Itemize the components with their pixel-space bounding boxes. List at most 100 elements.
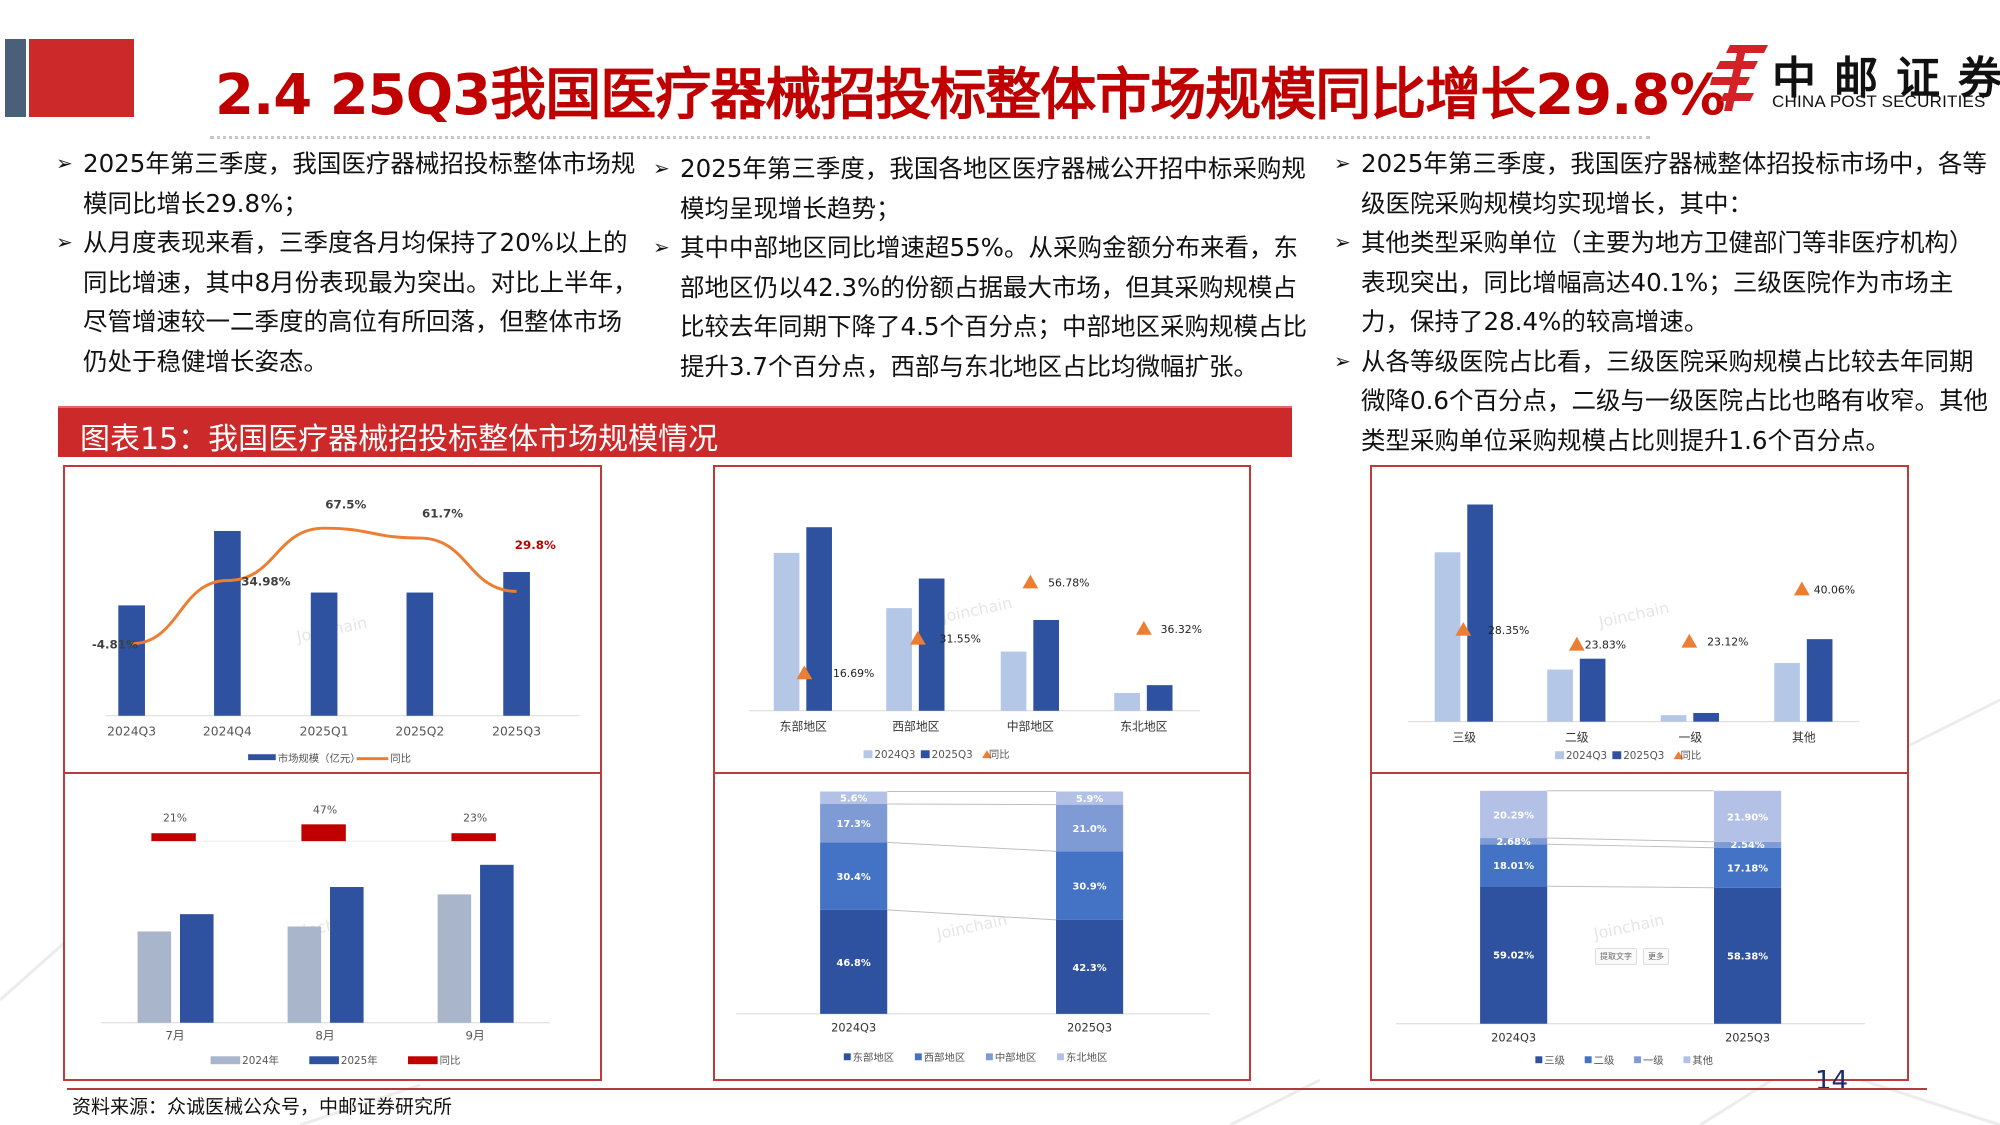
bar-2025q3: [1467, 504, 1493, 722]
bar: [406, 592, 434, 716]
stack-segment: [1480, 838, 1548, 845]
segment-label: 59.02%: [1493, 951, 1534, 962]
segment-label: 5.9%: [1076, 794, 1103, 805]
legend-label: 2024Q3: [874, 749, 915, 761]
watermark: Joinchain: [939, 593, 1014, 627]
page-title: 2.4 25Q3我国医疗器械招投标整体市场规模同比增长29.8%: [215, 63, 1725, 128]
legend-label: 2025年: [341, 1054, 378, 1067]
legend-swatch-icon: [248, 754, 276, 761]
stack-segment: [1056, 804, 1124, 852]
bar-2024q3: [1547, 669, 1573, 722]
legend-swatch-icon: [863, 750, 873, 759]
legend-label: 同比: [1680, 749, 1701, 762]
legend-label: 三级: [1544, 1055, 1565, 1067]
legend-label: 同比: [440, 1054, 461, 1067]
series-connector: [887, 841, 1057, 852]
stack-segment: [1056, 851, 1124, 920]
x-tick-label: 9月: [465, 1029, 484, 1043]
yoy-bar: [151, 833, 196, 842]
stack-segment: [820, 803, 888, 843]
legend-label: 2024年: [242, 1054, 279, 1067]
arrow-bullet-icon: ➢: [56, 230, 73, 254]
chart-quarterly-market-size: Joinchain2024Q32024Q42025Q12025Q22025Q3-…: [63, 465, 602, 774]
segment-label: 17.18%: [1727, 864, 1768, 875]
text-column-2: ➢ 2025年第三季度，我国各地区医疗器械公开招中标采购规模均呈现增长趋势； ➢ 其…: [651, 149, 1311, 386]
bullet-point: ➢ 其中中部地区同比增速超55%。从采购金额分布来看，东部地区仍以42.3%的份额…: [651, 228, 1311, 386]
data-label: 34.98%: [241, 574, 290, 588]
text-column-3: ➢ 2025年第三季度，我国医疗器械整体招投标市场中，各等级医院采购规模均实现增长…: [1332, 144, 1992, 460]
legend-swatch-icon: [1612, 751, 1622, 760]
chart-regional-size: Joinchain 东部地区 16.69% 西部地区 31.55% 中部地区 56.78% 东…: [713, 465, 1251, 774]
arrow-bullet-icon: ➢: [653, 156, 670, 180]
yoy-marker-triangle-icon: [1022, 574, 1039, 589]
x-tick-label: 2025Q2: [395, 724, 444, 738]
segment-label: 2.54%: [1730, 840, 1764, 851]
bullet-point: ➢ 从各等级医院占比看，三级医院采购规模占比较去年同期微降0.6个百分点，二级与一…: [1332, 342, 1992, 461]
stack-segment: [1714, 841, 1782, 848]
header-accent-red: [29, 39, 134, 117]
data-label: 61.7%: [422, 506, 463, 520]
segment-label: 46.8%: [837, 958, 871, 969]
legend-label: 其他: [1692, 1054, 1713, 1067]
bar-2025: [180, 914, 214, 1023]
legend-label: 2024Q3: [1566, 750, 1607, 762]
yoy-marker-triangle-icon: [1135, 620, 1152, 635]
stack-segment: [1714, 790, 1782, 842]
stack-segment: [1056, 791, 1124, 805]
data-label: 31.55%: [940, 633, 981, 646]
bar-2024q3: [773, 552, 800, 711]
segment-label: 5.6%: [840, 794, 867, 805]
watermark: Joinchain: [1591, 910, 1666, 944]
bar-2025q3: [1579, 658, 1606, 722]
bullet-point: ➢ 2025年第三季度，我国医疗器械整体招投标市场中，各等级医院采购规模均实现增长…: [1332, 144, 1992, 223]
yoy-marker-triangle-icon: [796, 665, 813, 680]
legend-swatch-icon: [843, 1053, 851, 1061]
yoy-marker-triangle-icon: [1455, 621, 1472, 636]
x-tick-label: 7月: [165, 1029, 184, 1043]
bar-2024q3: [1774, 663, 1800, 722]
bar-2024q3: [1114, 693, 1140, 711]
legend-triangle-icon: [1673, 751, 1684, 760]
yoy-bar: [451, 833, 496, 842]
logo-english-name: CHINA POST SECURITIES: [1772, 92, 1986, 111]
extract-text-button[interactable]: 提取文字: [1595, 948, 1637, 965]
x-tick-label: 2025Q3: [1067, 1021, 1112, 1035]
legend-swatch-icon: [1535, 1056, 1543, 1064]
legend-swatch-icon: [210, 1056, 241, 1065]
segment-label: 42.3%: [1072, 963, 1106, 974]
data-label: 56.78%: [1048, 576, 1089, 589]
title-divider: [210, 136, 1650, 139]
legend-triangle-icon: [982, 750, 992, 759]
bar-2025q3: [1033, 619, 1059, 711]
x-tick-label: 东部地区: [780, 720, 827, 734]
bar-2024q3: [1000, 651, 1027, 711]
data-label: 67.5%: [325, 497, 366, 511]
bar-2024: [287, 926, 322, 1023]
stack-segment: [820, 909, 888, 1014]
bar-2025q3: [1806, 639, 1833, 722]
header-accent-gray: [5, 39, 26, 117]
x-tick-label: 2024Q4: [203, 724, 252, 738]
data-label: 23.12%: [1707, 636, 1748, 649]
text-extract-popup: 提取文字 更多: [1595, 948, 1669, 965]
bar-2025: [480, 864, 514, 1023]
legend-swatch-icon: [1057, 1053, 1064, 1061]
data-label: -4.81%: [92, 638, 138, 652]
more-button[interactable]: 更多: [1643, 948, 1669, 965]
legend-swatch-icon: [1555, 751, 1564, 760]
arrow-bullet-icon: ➢: [56, 151, 73, 175]
chart-regional-share: Joinchain 46.8% 30.4% 17.3% 5.6% 2024Q3 42.3% 3…: [713, 772, 1251, 1081]
legend-swatch-icon: [920, 750, 930, 759]
segment-label: 18.01%: [1493, 861, 1534, 872]
x-tick-label: 其他: [1792, 730, 1816, 744]
bullet-point: ➢ 从月度表现来看，三季度各月均保持了20%以上的同比增速，其中8月份表现最为突出…: [54, 223, 644, 381]
legend-label: 同比: [390, 752, 411, 765]
segment-label: 2.68%: [1497, 837, 1531, 848]
bar-2025q3: [1146, 685, 1173, 711]
x-tick-label: 2024Q3: [831, 1021, 876, 1035]
chart-hospital-level-size: Joinchain 三级 28.35% 二级 23.83% 一级 23.12% 其他 40.06…: [1370, 465, 1909, 774]
legend-label: 西部地区: [924, 1051, 965, 1064]
series-connector: [1547, 837, 1715, 843]
x-tick-label: 西部地区: [892, 720, 939, 734]
series-connector: [1547, 843, 1715, 849]
